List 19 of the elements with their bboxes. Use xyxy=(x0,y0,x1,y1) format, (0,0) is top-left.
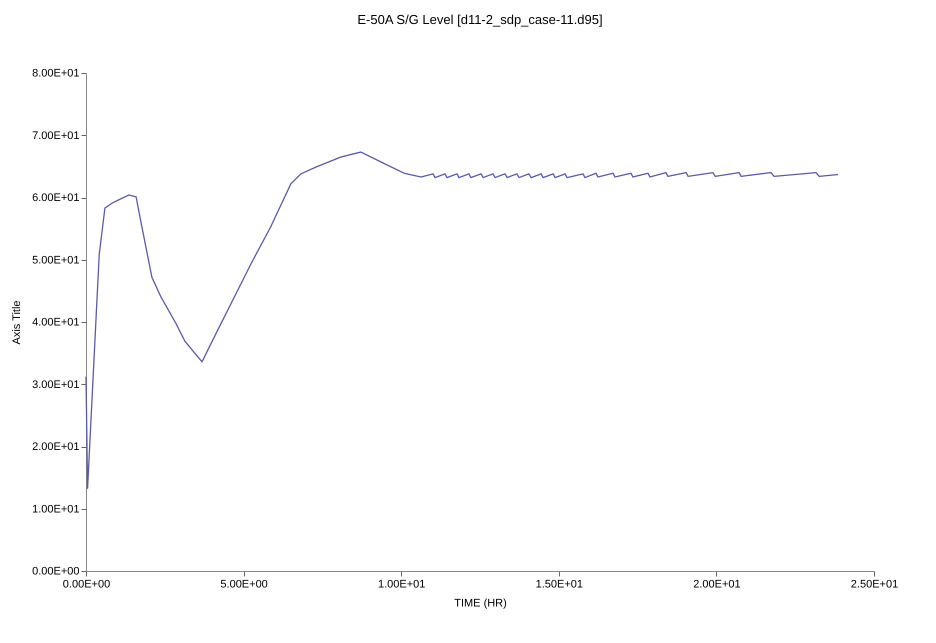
x-tick-label: 0.00E+00 xyxy=(62,578,110,590)
x-tick-label: 1.00E+01 xyxy=(378,578,426,590)
line-series xyxy=(85,151,839,489)
y-axis-title: Axis Title xyxy=(11,300,24,345)
x-axis-title: TIME (HR) xyxy=(454,598,507,610)
y-tick-label: 5.00E+01 xyxy=(32,254,80,266)
y-tick-label: 4.00E+01 xyxy=(32,316,80,328)
y-tick-label: 6.00E+01 xyxy=(32,192,80,204)
y-tick-label: 3.00E+01 xyxy=(32,378,80,391)
y-tick-label: 7.00E+01 xyxy=(32,130,80,142)
y-tick-label: 1.00E+01 xyxy=(32,503,80,516)
y-tick-label: 0.00E+00 xyxy=(32,566,80,578)
x-tick-label: 2.50E+01 xyxy=(850,578,898,590)
x-tick-label: 2.00E+01 xyxy=(693,578,741,590)
x-tick-label: 5.00E+00 xyxy=(220,578,268,590)
y-tick-label: 8.00E+01 xyxy=(32,68,80,80)
y-tick-label: 2.00E+01 xyxy=(32,441,80,453)
x-tick-label: 1.50E+01 xyxy=(536,578,584,590)
chart-title: E-50A S/G Level [d11-2_sdp_case-11.d95] xyxy=(357,12,603,27)
